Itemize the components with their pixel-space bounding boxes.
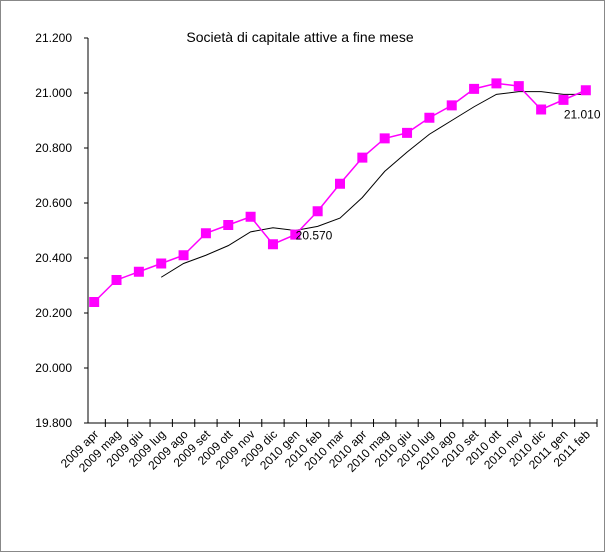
marker — [200, 228, 211, 239]
marker — [335, 178, 345, 189]
y-tick-label: 20.400 — [35, 251, 72, 265]
marker — [111, 275, 122, 285]
marker — [156, 258, 167, 269]
data-label: 20.570 — [296, 228, 333, 242]
marker — [446, 100, 457, 111]
marker — [223, 220, 234, 230]
marker — [178, 250, 189, 261]
marker — [357, 152, 368, 163]
marker — [133, 266, 144, 277]
marker — [267, 239, 278, 250]
chart-title: Società di capitale attive a fine mese — [186, 29, 413, 45]
marker — [379, 133, 390, 144]
y-tick-label: 21.200 — [35, 31, 72, 45]
marker — [513, 81, 524, 92]
y-tick-label: 19.800 — [35, 416, 72, 430]
y-tick-label: 20.000 — [35, 361, 72, 375]
y-tick-label: 20.200 — [35, 306, 72, 320]
marker — [580, 85, 591, 96]
series-line — [160, 91, 586, 278]
marker — [89, 297, 100, 307]
data-label: 21.010 — [564, 107, 601, 121]
marker — [402, 127, 413, 138]
marker — [536, 104, 547, 115]
marker — [424, 112, 435, 123]
marker — [558, 94, 569, 105]
y-tick-label: 21.000 — [35, 86, 72, 100]
marker — [491, 78, 502, 89]
y-tick-label: 20.800 — [35, 141, 72, 155]
y-tick-label: 20.600 — [35, 196, 72, 210]
marker — [312, 206, 323, 217]
marker — [245, 211, 256, 222]
marker — [469, 83, 480, 94]
marker — [290, 229, 301, 240]
